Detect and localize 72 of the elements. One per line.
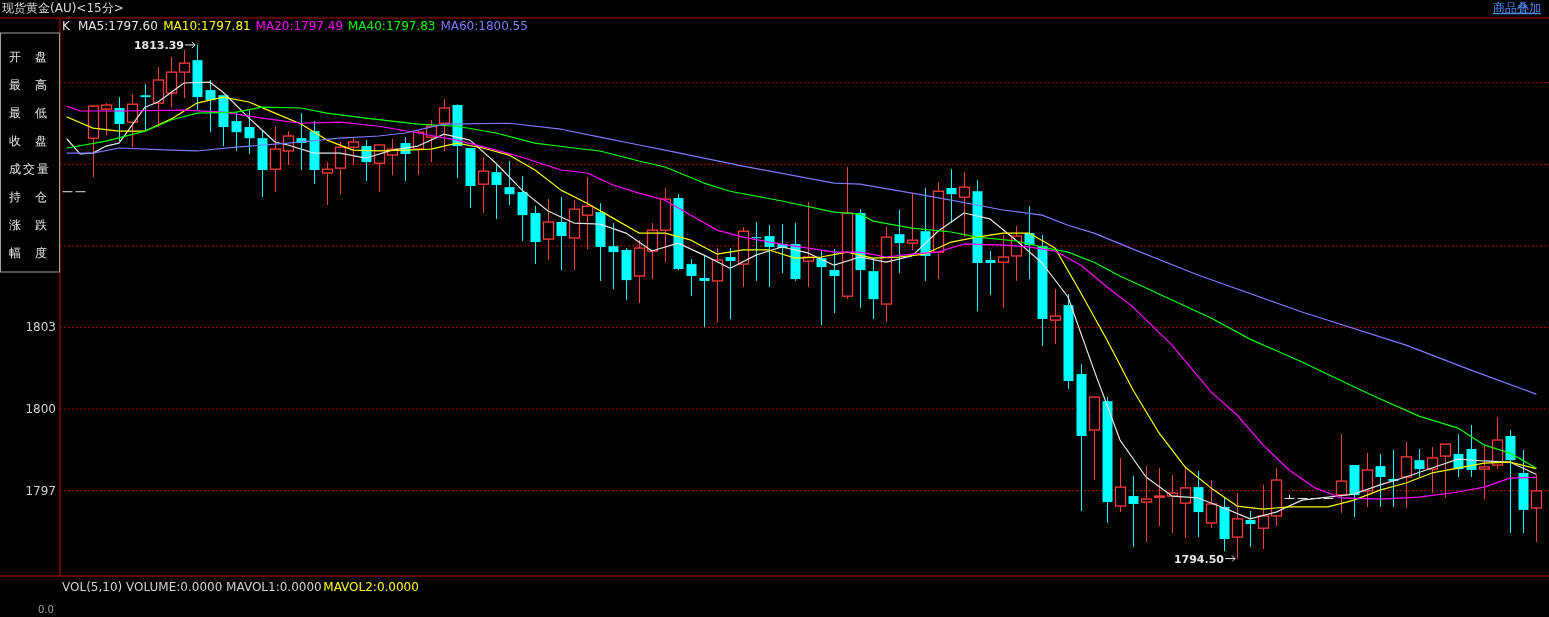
candlestick xyxy=(1102,396,1113,524)
candlestick xyxy=(997,234,1010,309)
annotation: 开盘 xyxy=(9,50,61,64)
candlestick xyxy=(1140,465,1153,543)
candlestick xyxy=(530,205,541,265)
text: MA40:1797.83 xyxy=(348,19,436,33)
candlestick xyxy=(581,176,594,250)
candlestick xyxy=(152,66,165,128)
text: 成交量 xyxy=(9,162,51,176)
candlestick xyxy=(880,226,893,323)
candlestick xyxy=(1179,465,1192,539)
annotation: 幅度 xyxy=(9,246,61,260)
candlestick xyxy=(178,49,191,99)
chart-title: 现货黄金(AU)<15分> xyxy=(2,1,124,15)
candlestick xyxy=(504,160,515,206)
candlestick xyxy=(802,201,815,288)
candlestick xyxy=(659,187,672,263)
annotation: 收盘 xyxy=(9,134,61,148)
candlestick xyxy=(1128,475,1139,548)
annotation: 1813.39 xyxy=(133,38,184,52)
text: MA10:1797.81 xyxy=(163,19,251,33)
candlestick xyxy=(269,125,282,193)
candlestick xyxy=(556,196,567,271)
candlestick xyxy=(621,247,632,301)
candlestick xyxy=(491,164,502,220)
text: 0.0 xyxy=(38,604,54,615)
candlestick xyxy=(321,161,334,206)
candlestick xyxy=(946,168,957,224)
candlestick xyxy=(1049,288,1062,345)
candlestick xyxy=(1219,496,1230,552)
candlestick xyxy=(608,222,619,290)
candlestick xyxy=(751,221,762,282)
candlestick xyxy=(1375,453,1386,508)
candlestick xyxy=(829,248,840,314)
y-tick-label: 1797 xyxy=(25,483,56,498)
annotation: 最高 xyxy=(9,78,61,92)
candlestick xyxy=(1505,429,1516,534)
candlestick xyxy=(972,179,983,312)
candlestick xyxy=(686,258,697,297)
candlestick xyxy=(894,209,905,274)
text: MAVOL2:0.0000 xyxy=(323,580,419,594)
candlestick xyxy=(699,254,710,328)
text: VOL(5,10) VOLUME:0.0000 MAVOL1:0.0000 xyxy=(62,580,322,594)
annotation: 1794.50 xyxy=(1173,552,1225,566)
y-tick-label: 1800 xyxy=(25,402,56,417)
candlestick xyxy=(1231,492,1244,560)
candlestick xyxy=(958,171,971,238)
text: MA60:1800.55 xyxy=(440,19,528,33)
annotation: K xyxy=(62,19,71,33)
candlestick xyxy=(165,56,178,108)
annotation: 持仓 xyxy=(9,190,61,204)
candlestick xyxy=(1518,449,1529,534)
candlestick xyxy=(1426,446,1439,494)
candlestick xyxy=(477,156,490,214)
text: MA5:1797.60 xyxy=(78,19,158,33)
candlestick xyxy=(140,83,151,131)
candlestick xyxy=(205,79,216,133)
candlestick xyxy=(1270,467,1283,527)
text: MA20:1797.49 xyxy=(255,19,344,33)
text: 商品叠加 xyxy=(1493,1,1541,15)
candlestick xyxy=(1400,441,1413,509)
candlestick xyxy=(542,198,555,261)
candlestick xyxy=(985,250,996,296)
candlestick xyxy=(1478,445,1491,500)
candlestick xyxy=(517,175,528,242)
candlestick xyxy=(1076,363,1087,512)
candlestick xyxy=(568,199,581,271)
y-tick-label: 1803 xyxy=(25,320,56,335)
candlestick xyxy=(1153,467,1166,527)
candlestick xyxy=(1257,484,1270,550)
annotation: 最低 xyxy=(9,106,61,120)
annotation: 涨跌 xyxy=(9,218,61,232)
